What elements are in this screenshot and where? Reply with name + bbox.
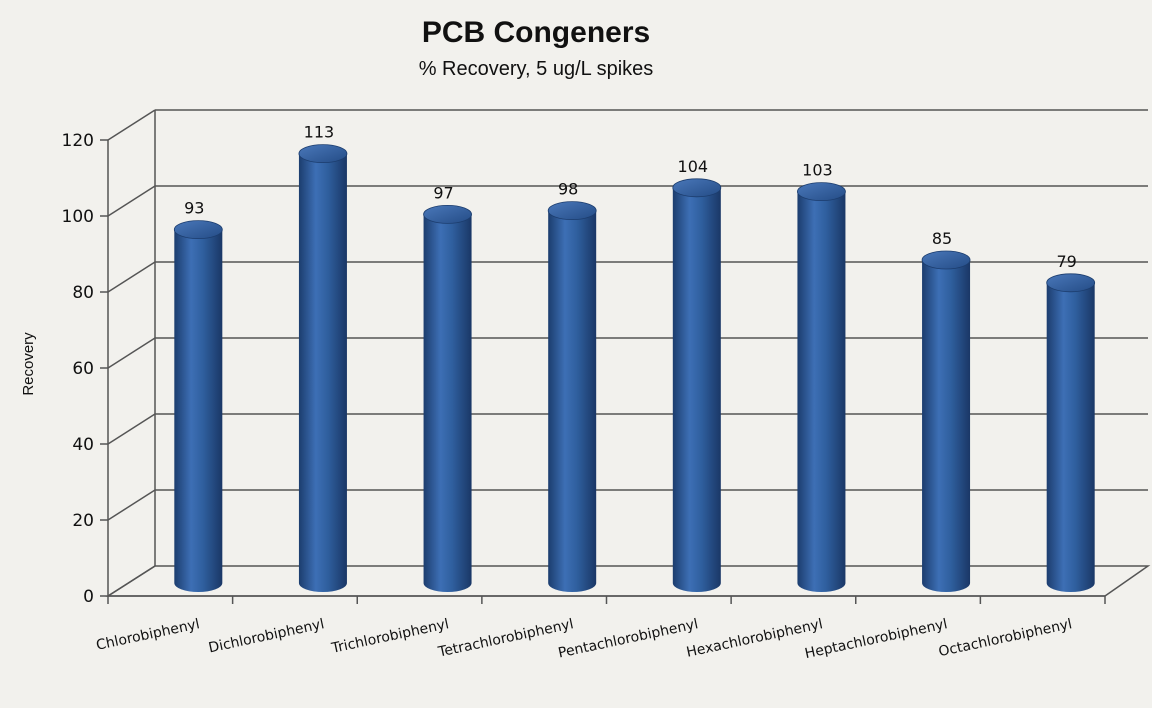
data-label: 79 (1057, 252, 1077, 271)
gridline-side (107, 413, 156, 445)
bar (298, 144, 348, 592)
bars (173, 144, 1096, 593)
bar-body (797, 191, 846, 592)
x-tick-label: Trichlorobiphenyl (329, 616, 450, 657)
gridline-side (107, 261, 156, 293)
y-axis-label: Recovery (20, 332, 37, 396)
y-tick-label: 80 (72, 283, 94, 303)
bar-body (174, 229, 223, 592)
data-label: 104 (678, 157, 709, 176)
bar (797, 182, 846, 592)
x-tick-label: Dichlorobiphenyl (207, 616, 326, 656)
gridline-side (107, 185, 156, 217)
y-tick-label: 0 (83, 587, 94, 607)
bar-cap (173, 220, 223, 240)
y-tick-label: 120 (62, 131, 94, 151)
data-label: 93 (184, 199, 204, 218)
gridline-side (107, 337, 156, 369)
bar (547, 201, 597, 592)
bar-cap (1046, 273, 1096, 293)
bar (672, 178, 722, 593)
x-tick-label: Heptachlorobiphenyl (803, 616, 948, 662)
bar-cap (797, 182, 846, 202)
category-labels: Chlorobiphenyl Dichlorobiphenyl Trichlorob… (95, 616, 1074, 662)
bar-cap (547, 201, 597, 221)
data-label: 113 (304, 123, 335, 142)
bar-cap (672, 178, 722, 198)
data-label: 103 (802, 161, 833, 180)
y-tick-label: 20 (72, 511, 94, 531)
data-labels: 93 113 97 98 104 103 85 79 (184, 123, 1077, 271)
bar (921, 250, 971, 592)
y-tick-label: 60 (72, 359, 94, 379)
y-tick-labels: 0 20 40 60 80 100 120 (62, 131, 94, 607)
floor (105, 565, 1151, 597)
y-tick-label: 40 (72, 435, 94, 455)
x-tick-label: Chlorobiphenyl (95, 616, 201, 654)
x-tick-label: Pentachlorobiphenyl (557, 616, 700, 661)
x-tick-label: Hexachlorobiphenyl (685, 616, 824, 661)
bar-body (298, 153, 347, 592)
bar-body (423, 214, 472, 592)
bar (423, 204, 472, 592)
data-label: 98 (558, 180, 578, 199)
grid (100, 109, 1151, 604)
bar (173, 220, 223, 592)
data-label: 97 (433, 183, 453, 202)
gridline-side (107, 109, 156, 141)
y-tick-label: 100 (62, 207, 94, 227)
x-tick-label: Tetrachlorobiphenyl (436, 616, 575, 661)
bar-body (1046, 282, 1095, 592)
bar-cap (423, 204, 472, 224)
x-tick-label: Octachlorobiphenyl (937, 616, 1073, 660)
data-label: 85 (932, 229, 952, 248)
gridline-side (107, 489, 156, 521)
bar-body (548, 210, 597, 592)
chart-title: PCB Congeners (422, 16, 650, 49)
bar (1046, 273, 1096, 592)
chart-subtitle: % Recovery, 5 ug/L spikes (419, 58, 654, 80)
bar-body (672, 187, 721, 593)
gridline-side (107, 565, 156, 597)
bar-cap (298, 144, 348, 164)
bar-cap (921, 250, 971, 270)
bar-body (922, 260, 971, 592)
